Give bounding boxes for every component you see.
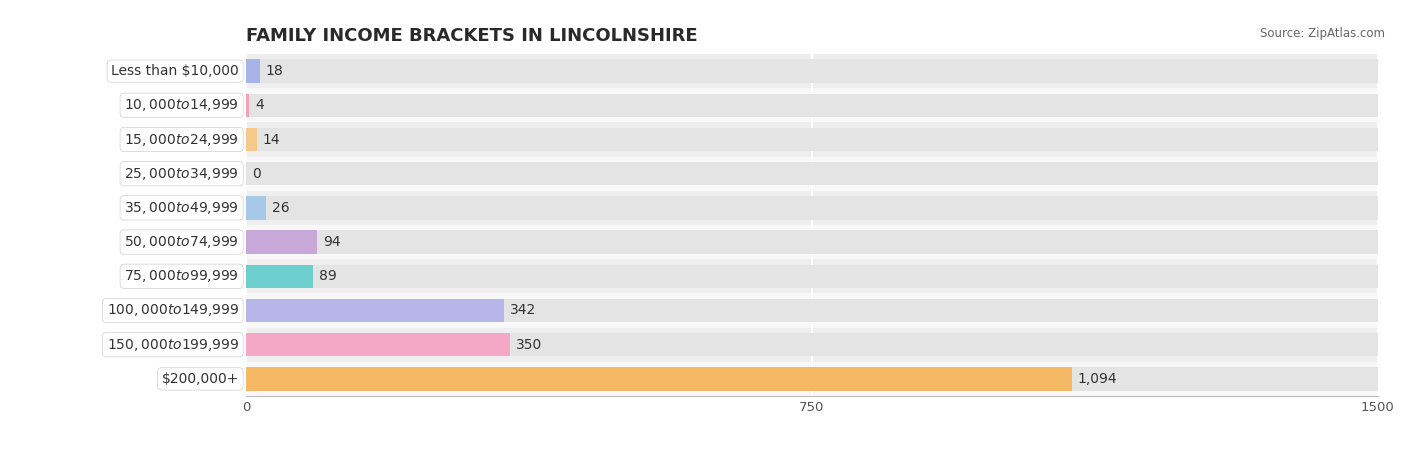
- Text: 94: 94: [323, 235, 340, 249]
- Text: $200,000+: $200,000+: [162, 372, 239, 386]
- Text: 350: 350: [516, 338, 543, 352]
- Text: FAMILY INCOME BRACKETS IN LINCOLNSHIRE: FAMILY INCOME BRACKETS IN LINCOLNSHIRE: [246, 27, 697, 45]
- Bar: [246, 122, 1378, 157]
- Bar: [246, 196, 1378, 220]
- Bar: [246, 259, 1378, 293]
- Bar: [246, 196, 266, 220]
- Bar: [246, 299, 1378, 322]
- Bar: [246, 88, 1378, 122]
- Bar: [246, 157, 1378, 191]
- Bar: [246, 225, 1378, 259]
- Bar: [246, 362, 1378, 396]
- Bar: [246, 94, 249, 117]
- Bar: [246, 333, 510, 356]
- Bar: [246, 299, 505, 322]
- Text: 4: 4: [254, 98, 264, 112]
- Bar: [246, 367, 1378, 391]
- Text: 14: 14: [263, 132, 280, 147]
- Text: 1,094: 1,094: [1077, 372, 1118, 386]
- Bar: [246, 59, 260, 83]
- Text: 89: 89: [319, 269, 337, 284]
- Text: $35,000 to $49,999: $35,000 to $49,999: [124, 200, 239, 216]
- Text: 18: 18: [266, 64, 284, 78]
- Bar: [246, 265, 314, 288]
- Text: $150,000 to $199,999: $150,000 to $199,999: [107, 337, 239, 353]
- Bar: [246, 54, 1378, 88]
- Text: $100,000 to $149,999: $100,000 to $149,999: [107, 302, 239, 319]
- Bar: [246, 230, 316, 254]
- Bar: [246, 265, 1378, 288]
- Bar: [246, 128, 1378, 151]
- Text: $10,000 to $14,999: $10,000 to $14,999: [124, 97, 239, 113]
- Bar: [246, 328, 1378, 362]
- Text: Source: ZipAtlas.com: Source: ZipAtlas.com: [1260, 27, 1385, 40]
- Text: 26: 26: [271, 201, 290, 215]
- Bar: [246, 59, 1378, 83]
- Text: $75,000 to $99,999: $75,000 to $99,999: [124, 268, 239, 284]
- Bar: [246, 333, 1378, 356]
- Text: Less than $10,000: Less than $10,000: [111, 64, 239, 78]
- Bar: [246, 191, 1378, 225]
- Text: 342: 342: [510, 303, 537, 318]
- Text: $25,000 to $34,999: $25,000 to $34,999: [124, 166, 239, 182]
- Bar: [246, 162, 1378, 185]
- Bar: [246, 128, 257, 151]
- Bar: [246, 230, 1378, 254]
- Text: $50,000 to $74,999: $50,000 to $74,999: [124, 234, 239, 250]
- Bar: [246, 367, 1071, 391]
- Bar: [246, 94, 1378, 117]
- Bar: [246, 293, 1378, 328]
- Text: 0: 0: [252, 166, 262, 181]
- Text: $15,000 to $24,999: $15,000 to $24,999: [124, 131, 239, 148]
